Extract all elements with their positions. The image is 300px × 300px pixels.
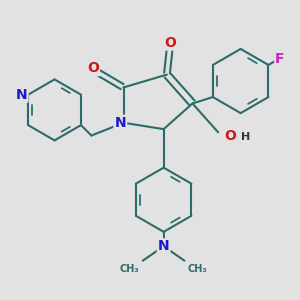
Text: CH₃: CH₃ bbox=[188, 264, 207, 274]
Text: O: O bbox=[225, 129, 236, 142]
Text: F: F bbox=[275, 52, 285, 66]
Text: CH₃: CH₃ bbox=[120, 264, 140, 274]
Text: N: N bbox=[16, 88, 28, 102]
Text: O: O bbox=[87, 61, 99, 75]
Text: H: H bbox=[241, 132, 250, 142]
Text: O: O bbox=[164, 35, 176, 50]
Text: N: N bbox=[158, 239, 170, 253]
Text: N: N bbox=[115, 116, 126, 130]
